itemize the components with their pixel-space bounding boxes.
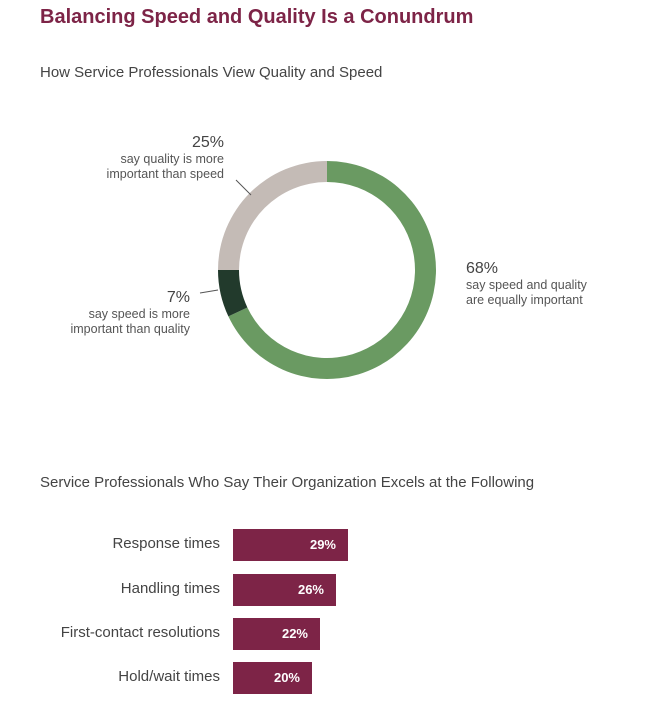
donut-chart-title: How Service Professionals View Quality a… (40, 64, 383, 81)
callout-speed-pct: 7% (166, 289, 190, 306)
bar: 29% (233, 529, 348, 561)
bar-row-hold-wait-times: Hold/wait times 20% (0, 662, 650, 694)
callout-speed-more-important: 7% say speed is more important than qual… (30, 289, 190, 337)
bar-label: First-contact resolutions (60, 624, 220, 641)
bar: 22% (233, 618, 320, 650)
callout-quality-desc-line1: say quality is more (120, 152, 224, 166)
callout-equal-desc-line2: are equally important (466, 293, 583, 307)
callout-quality-desc-line2: important than speed (106, 167, 224, 181)
callout-speed-desc-line1: say speed is more (88, 307, 190, 321)
callout-speed-desc-line2: important than quality (70, 322, 190, 336)
bar-row-response-times: Response times 29% (0, 529, 650, 561)
donut-slice-quality-more-important (218, 161, 327, 270)
donut-slice-speed-more-important (218, 270, 248, 317)
bar-row-handling-times: Handling times 26% (0, 574, 650, 606)
leader-line-speed (199, 289, 219, 294)
bar: 26% (233, 574, 336, 606)
donut-chart (199, 161, 436, 379)
bar-value-label: 20% (273, 670, 300, 685)
callout-equally-important: 68% say speed and quality are equally im… (466, 260, 636, 308)
bar-chart-title: Service Professionals Who Say Their Orga… (40, 474, 535, 491)
leader-line-quality (235, 179, 252, 196)
callout-equal-pct: 68% (466, 260, 499, 277)
callout-equal-desc-line1: say speed and quality (466, 278, 587, 292)
bar-label: Response times (112, 535, 220, 552)
bar-row-first-contact-resolutions: First-contact resolutions 22% (0, 618, 650, 650)
bar-value-label: 22% (281, 626, 308, 641)
callout-quality-pct: 25% (191, 134, 224, 151)
page-title: Balancing Speed and Quality Is a Conundr… (40, 6, 474, 28)
bar-label: Hold/wait times (118, 668, 220, 685)
bar-value-label: 26% (297, 582, 324, 597)
bar-value-label: 29% (309, 537, 336, 552)
bar: 20% (233, 662, 312, 694)
bar-label: Handling times (120, 580, 220, 597)
callout-quality-more-important: 25% say quality is more important than s… (60, 134, 224, 182)
